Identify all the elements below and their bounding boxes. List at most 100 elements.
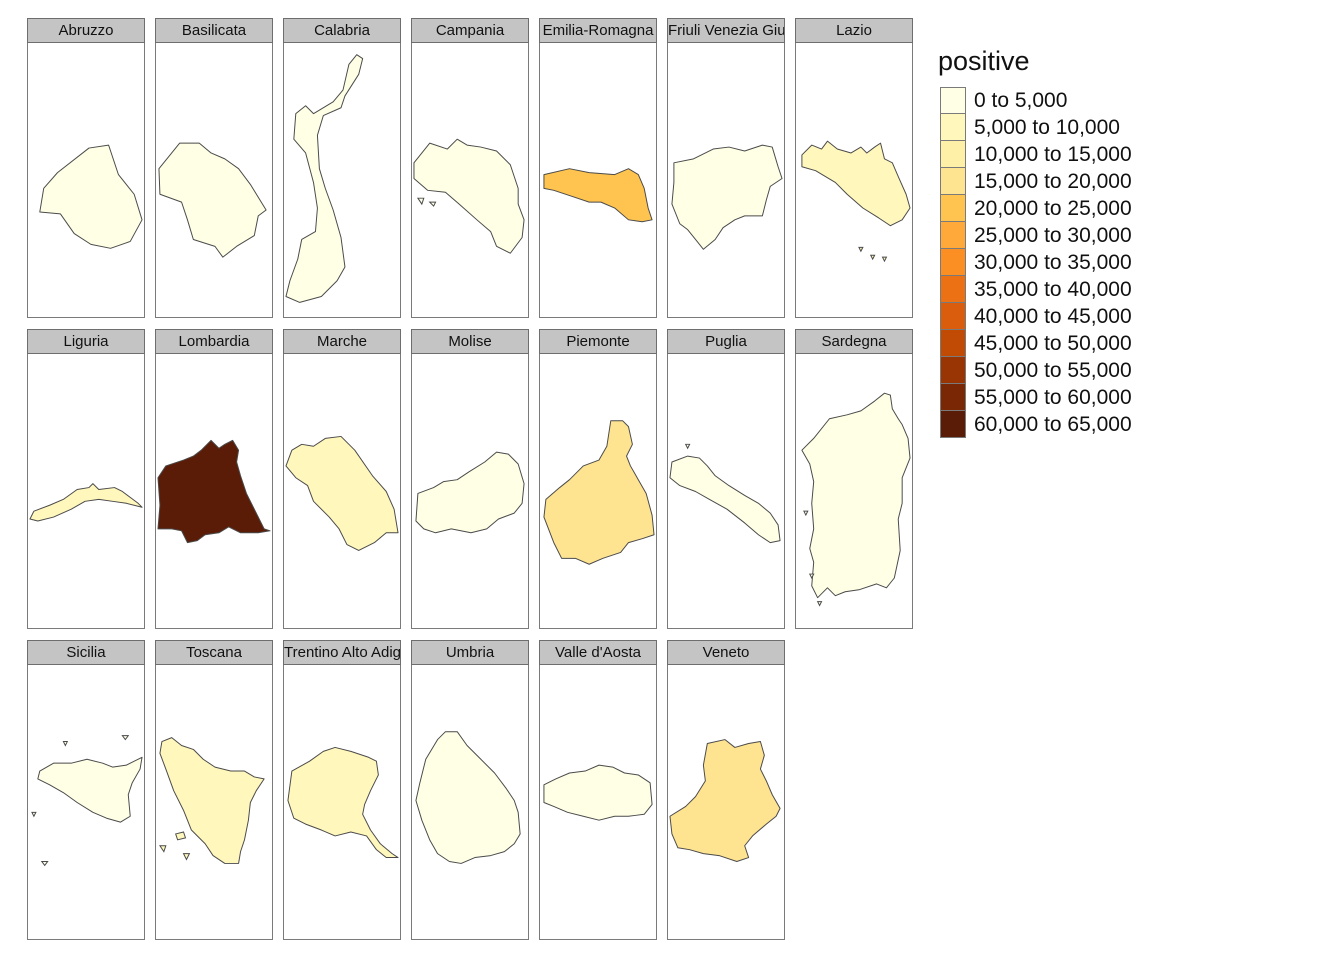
legend-item: 40,000 to 45,000 xyxy=(938,303,1132,330)
region-map xyxy=(671,144,783,250)
map-frame xyxy=(283,43,401,318)
region-map xyxy=(543,420,655,565)
region-map xyxy=(415,731,521,864)
region-panel: Marche xyxy=(283,329,401,629)
map-frame xyxy=(283,354,401,629)
map-frame xyxy=(667,665,785,940)
region-shape xyxy=(285,54,364,303)
region-map xyxy=(29,483,143,522)
island-shape xyxy=(428,201,437,207)
region-label: Sardegna xyxy=(795,329,913,354)
map-frame xyxy=(795,43,913,318)
region-map xyxy=(159,737,265,864)
legend-item: 20,000 to 25,000 xyxy=(938,195,1132,222)
region-panel: Sicilia xyxy=(27,640,145,940)
region-panel: Lombardia xyxy=(155,329,273,629)
legend-label: 60,000 to 65,000 xyxy=(974,413,1132,436)
legend-swatch xyxy=(940,168,966,195)
legend-swatch xyxy=(940,276,966,303)
map-frame xyxy=(283,665,401,940)
region-map xyxy=(413,138,525,254)
region-shape xyxy=(37,756,143,823)
legend-label: 20,000 to 25,000 xyxy=(974,197,1132,220)
legend-swatch xyxy=(940,357,966,384)
region-panel: Lazio xyxy=(795,18,913,318)
region-map xyxy=(39,144,143,249)
legend-title: positive xyxy=(938,46,1030,76)
region-map xyxy=(287,746,399,859)
region-shape xyxy=(158,142,267,258)
region-label: Veneto xyxy=(667,640,785,665)
map-frame xyxy=(667,354,785,629)
island-shape xyxy=(684,443,691,450)
legend-item: 15,000 to 20,000 xyxy=(938,168,1132,195)
legend-label: 25,000 to 30,000 xyxy=(974,224,1132,247)
region-panel: Trentino Alto Adige xyxy=(283,640,401,940)
region-shape xyxy=(415,451,525,534)
region-map xyxy=(801,392,911,607)
region-shape xyxy=(543,420,655,565)
region-label: Marche xyxy=(283,329,401,354)
region-panel: Veneto xyxy=(667,640,785,940)
region-label: Sicilia xyxy=(27,640,145,665)
island-shape xyxy=(121,735,130,741)
map-frame xyxy=(411,354,529,629)
region-panel: Friuli Venezia Giulia xyxy=(667,18,785,318)
legend-label: 45,000 to 50,000 xyxy=(974,332,1132,355)
region-panel: Umbria xyxy=(411,640,529,940)
map-frame xyxy=(27,43,145,318)
region-label: Calabria xyxy=(283,18,401,43)
legend-item: 5,000 to 10,000 xyxy=(938,114,1120,141)
region-label: Abruzzo xyxy=(27,18,145,43)
legend-item: 35,000 to 40,000 xyxy=(938,276,1132,303)
legend: positive 0 to 5,000 5,000 to 10,000 10,000… xyxy=(938,44,1132,438)
legend-item: 0 to 5,000 xyxy=(938,87,1067,114)
legend-label: 35,000 to 40,000 xyxy=(974,278,1132,301)
legend-item: 45,000 to 50,000 xyxy=(938,330,1132,357)
region-map xyxy=(669,739,781,862)
legend-swatch xyxy=(940,87,966,114)
region-label: Lombardia xyxy=(155,329,273,354)
region-shape xyxy=(669,739,781,862)
region-panel: Campania xyxy=(411,18,529,318)
region-shape xyxy=(669,455,781,544)
map-frame xyxy=(155,354,273,629)
region-panel: Toscana xyxy=(155,640,273,940)
region-panel: Liguria xyxy=(27,329,145,629)
map-frame xyxy=(795,354,913,629)
island-shape xyxy=(31,811,37,818)
legend-label: 0 to 5,000 xyxy=(974,89,1068,112)
region-label: Valle d'Aosta xyxy=(539,640,657,665)
legend-item: 50,000 to 55,000 xyxy=(938,357,1132,384)
island-shape xyxy=(816,601,823,607)
region-panel: Piemonte xyxy=(539,329,657,629)
legend-swatch xyxy=(940,384,966,411)
region-shape xyxy=(415,731,521,864)
region-panel: Emilia-Romagna xyxy=(539,18,657,318)
legend-label: 50,000 to 55,000 xyxy=(974,359,1132,382)
region-label: Lazio xyxy=(795,18,913,43)
region-map xyxy=(543,764,653,821)
legend-swatch xyxy=(940,303,966,330)
region-shape xyxy=(801,392,911,599)
region-shape xyxy=(413,138,525,254)
region-map xyxy=(285,435,399,551)
region-map xyxy=(158,142,267,258)
region-label: Toscana xyxy=(155,640,273,665)
region-shape xyxy=(39,144,143,249)
legend-label: 5,000 to 10,000 xyxy=(974,116,1120,139)
region-panel: Valle d'Aosta xyxy=(539,640,657,940)
region-label: Puglia xyxy=(667,329,785,354)
map-frame xyxy=(539,354,657,629)
region-panel: Basilicata xyxy=(155,18,273,318)
region-label: Liguria xyxy=(27,329,145,354)
region-map xyxy=(157,439,271,544)
legend-item: 25,000 to 30,000 xyxy=(938,222,1132,249)
region-map xyxy=(415,451,525,534)
legend-swatch xyxy=(940,195,966,222)
legend-label: 10,000 to 15,000 xyxy=(974,143,1132,166)
island-shape xyxy=(808,573,815,580)
region-label: Emilia-Romagna xyxy=(539,18,657,43)
island-shape xyxy=(803,510,809,517)
